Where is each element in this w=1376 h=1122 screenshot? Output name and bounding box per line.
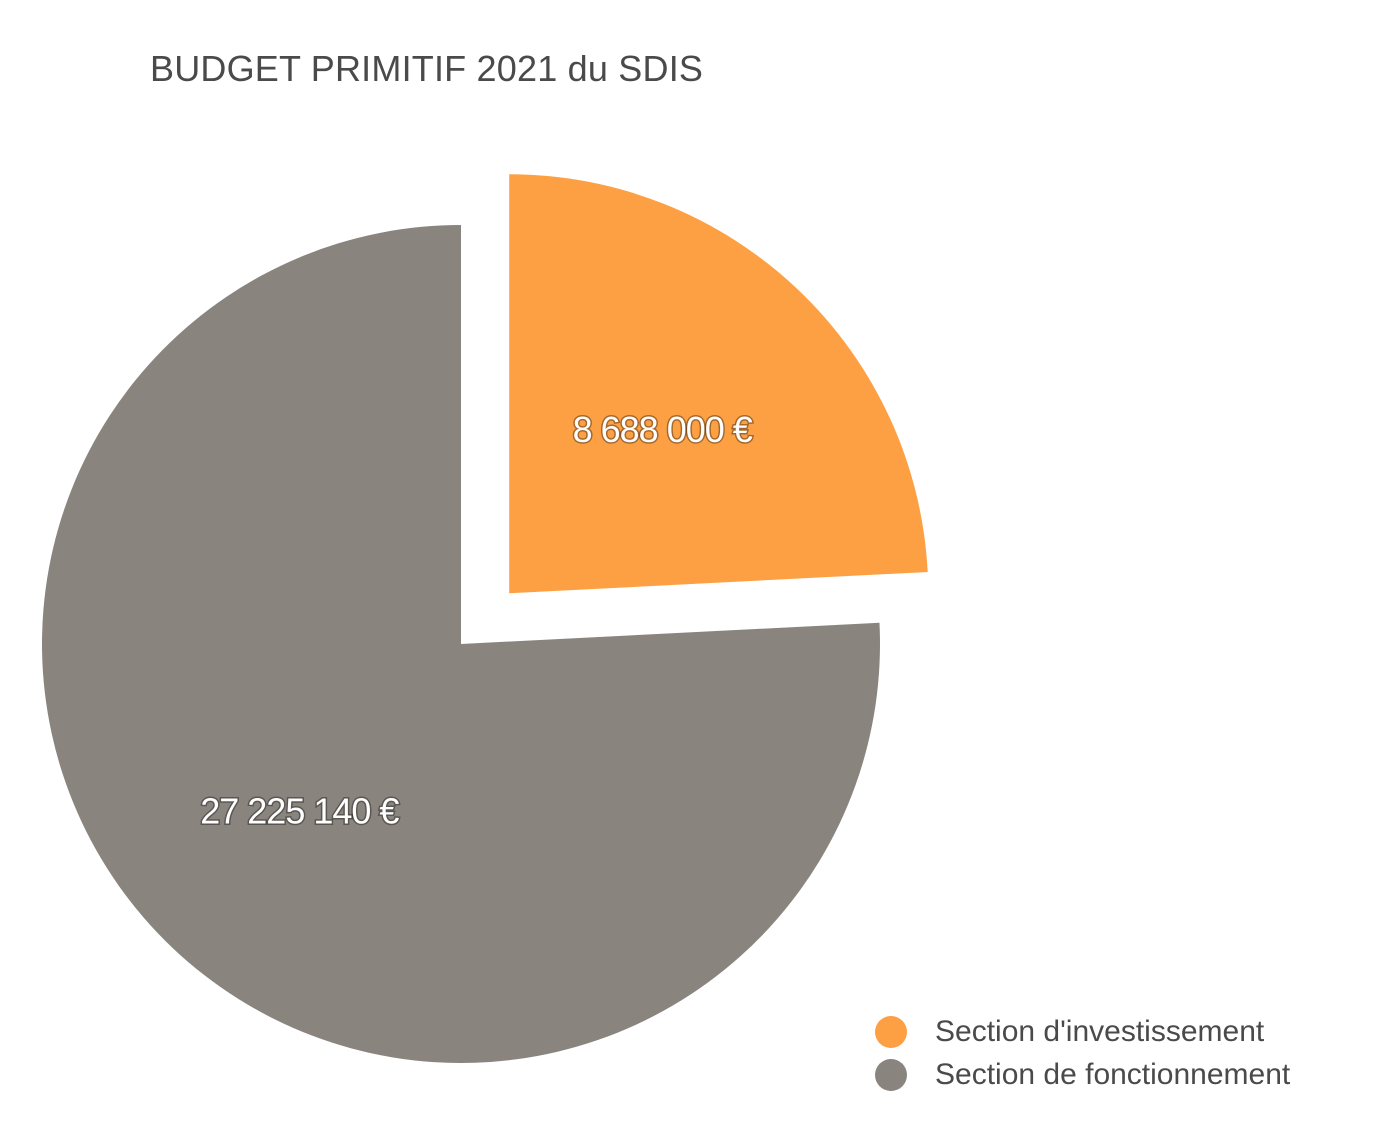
legend-swatch-fonctionnement: [875, 1059, 907, 1091]
chart-title: BUDGET PRIMITIF 2021 du SDIS: [150, 48, 704, 89]
legend-label-investissement: Section d'investissement: [935, 1015, 1265, 1048]
slice-value-label-0: 8 688 000 €: [573, 409, 753, 450]
pie-slice-0: [509, 174, 928, 594]
pie-slice-1: [42, 225, 881, 1063]
legend-item-investissement: Section d'investissement: [875, 1012, 1290, 1052]
legend: Section d'investissement Section de fonc…: [875, 1012, 1290, 1098]
legend-swatch-investissement: [875, 1016, 907, 1048]
slice-value-label-1: 27 225 140 €: [200, 791, 399, 832]
legend-label-fonctionnement: Section de fonctionnement: [935, 1058, 1291, 1091]
legend-item-fonctionnement: Section de fonctionnement: [875, 1055, 1290, 1095]
